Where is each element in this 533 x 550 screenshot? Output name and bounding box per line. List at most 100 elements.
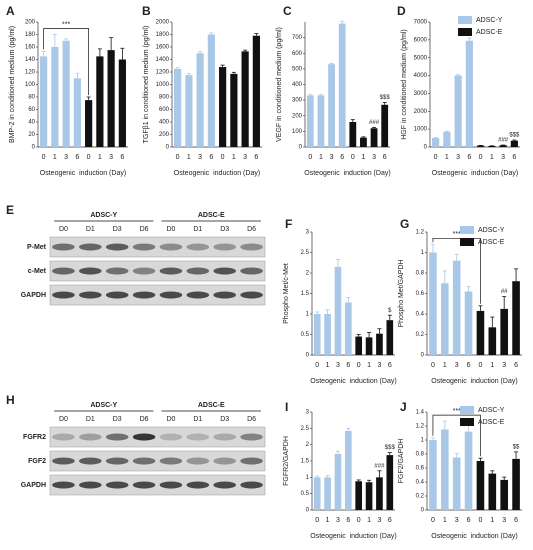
y-tick-label: 20: [28, 132, 35, 138]
legend-swatch: [460, 226, 474, 234]
blot-band: [159, 267, 183, 275]
x-tick-label: 6: [383, 154, 387, 161]
bar: [476, 310, 485, 355]
x-tick-label: 6: [340, 154, 344, 161]
blot-band: [132, 457, 156, 465]
blot-band: [240, 433, 263, 441]
blot-band: [213, 243, 236, 251]
panel-letter: C: [283, 4, 292, 18]
blot-band: [240, 481, 263, 489]
blot-band: [79, 457, 102, 465]
blot-strip: [49, 236, 266, 258]
x-tick-label: 3: [501, 154, 505, 161]
bar: [464, 291, 473, 355]
bar: [386, 455, 394, 510]
blot-band: [79, 433, 102, 441]
bar: [499, 145, 507, 147]
bar: [441, 429, 449, 510]
y-axis-label: BMP-2 in conditioned medium (pg/ml): [9, 26, 16, 143]
x-axis-label: Osteogenic induction (Day): [432, 170, 518, 177]
blot-strip: [49, 260, 266, 282]
panel-letter: A: [6, 4, 15, 18]
bar: [488, 327, 497, 355]
x-tick-label: 6: [388, 517, 392, 524]
y-axis-label: Phospho Met/c-Met: [283, 263, 290, 324]
bar: [512, 281, 520, 355]
bar: [328, 64, 335, 147]
x-tick-label: 6: [467, 154, 471, 161]
blot-strip: [49, 474, 266, 496]
y-tick-label: 600: [159, 107, 170, 113]
y-tick-label: 2: [306, 442, 310, 448]
annotation: $$$: [509, 133, 520, 139]
bar: [465, 40, 473, 147]
x-tick-label: 0: [308, 154, 312, 161]
bar: [85, 100, 93, 147]
blot-band: [240, 267, 263, 275]
blot-band: [105, 481, 129, 489]
bar: [324, 477, 331, 510]
x-tick-label: 3: [330, 154, 334, 161]
y-tick-label: 40: [28, 120, 35, 126]
row-label: GAPDH: [21, 292, 46, 299]
blot-band: [159, 457, 183, 465]
bar: [349, 122, 357, 147]
bar: [324, 314, 331, 355]
bar: [476, 461, 485, 510]
bar: [334, 453, 342, 510]
blot-band: [132, 433, 156, 441]
y-axis-label: FGF2/GAPDH: [398, 439, 405, 484]
y-tick-label: 160: [25, 45, 36, 51]
blot-band: [186, 267, 210, 275]
x-tick-label: 3: [377, 517, 381, 524]
y-tick-label: 0: [166, 145, 170, 151]
annotation: $: [388, 308, 392, 314]
bar: [452, 457, 461, 510]
lane-label: D1: [193, 416, 202, 423]
x-tick-label: 6: [254, 154, 258, 161]
y-tick-label: 0: [424, 145, 428, 151]
bar: [500, 308, 508, 355]
x-tick-label: 3: [502, 517, 506, 524]
y-axis-label: Phospho Met/GAPDH: [398, 259, 405, 327]
x-tick-label: 3: [372, 154, 376, 161]
blot-band: [52, 433, 75, 441]
lane-label: D0: [59, 416, 68, 423]
x-tick-label: 1: [98, 154, 102, 161]
bar: [386, 320, 394, 355]
bar: [73, 78, 81, 147]
blot-band: [240, 457, 263, 465]
y-tick-label: 1000: [414, 127, 428, 133]
lane-label: D0: [166, 226, 175, 233]
legend-label: ADSC-E: [476, 29, 503, 36]
y-tick-label: 5000: [414, 55, 428, 61]
y-tick-label: 1.2: [416, 230, 425, 236]
x-axis-label: Osteogenic induction (Day): [310, 533, 396, 540]
x-tick-label: 6: [467, 362, 471, 369]
x-tick-label: 1: [326, 517, 330, 524]
blot-band: [240, 291, 263, 299]
y-tick-label: 2: [306, 271, 310, 277]
blot-band: [213, 457, 236, 465]
x-axis-label: Osteogenic induction (Day): [304, 170, 390, 177]
blot-band: [79, 267, 102, 275]
blot-band: [186, 291, 210, 299]
bar: [207, 34, 215, 147]
y-tick-label: 1.5: [301, 291, 310, 297]
x-tick-label: 1: [490, 362, 494, 369]
row-label: P-Met: [27, 244, 47, 251]
y-tick-label: 7000: [414, 20, 428, 26]
blot-band: [186, 433, 210, 441]
y-tick-label: 0.4: [416, 312, 425, 318]
x-tick-label: 1: [443, 517, 447, 524]
x-tick-label: 0: [351, 154, 355, 161]
x-tick-label: 6: [346, 517, 350, 524]
blot-band: [52, 243, 75, 251]
lane-label: D3: [113, 416, 122, 423]
annotation: ***: [453, 231, 461, 238]
x-axis-label: Osteogenic induction (Day): [431, 378, 517, 385]
x-tick-label: 3: [456, 154, 460, 161]
x-tick-label: 0: [315, 517, 319, 524]
x-tick-label: 0: [176, 154, 180, 161]
y-tick-label: 0.2: [416, 494, 425, 500]
